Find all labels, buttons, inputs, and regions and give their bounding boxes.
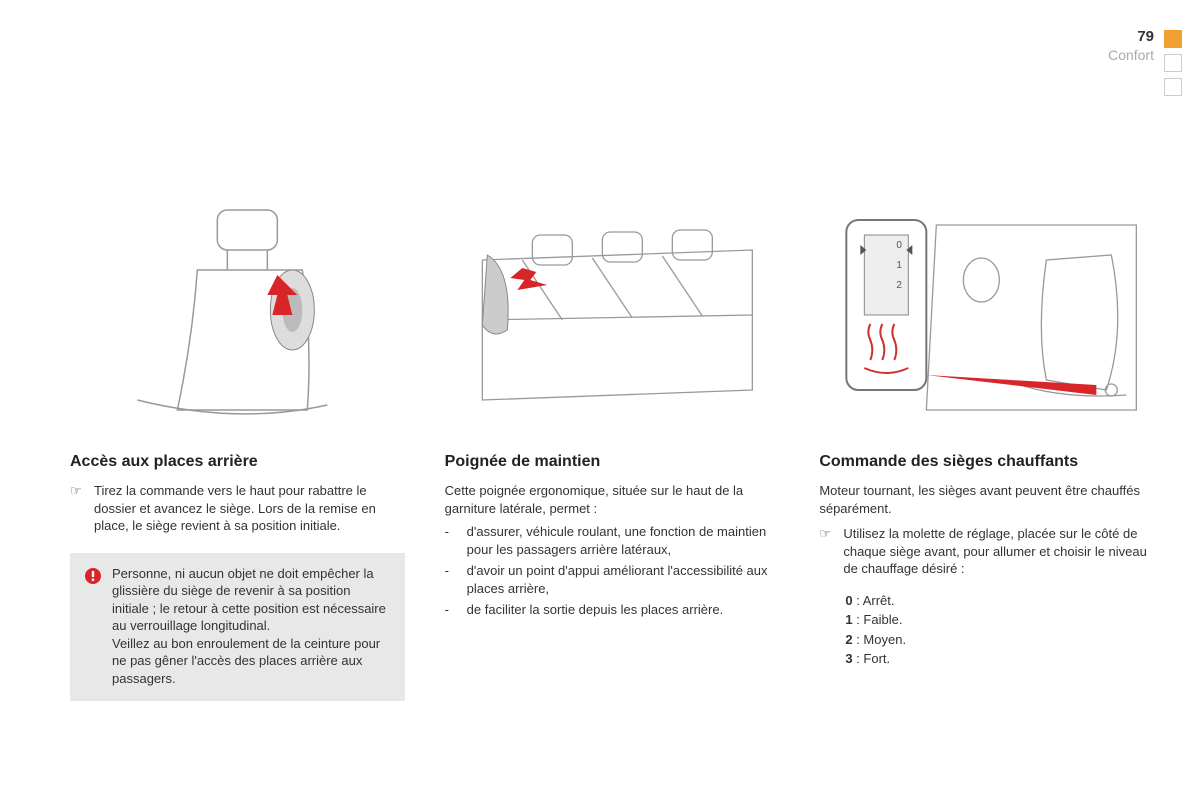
intro-grab-handle: Cette poignée ergonomique, située sur le… <box>445 482 780 517</box>
warning-box: Personne, ni aucun objet ne doit empêche… <box>70 553 405 702</box>
column-grab-handle: Poignée de maintien Cette poignée ergono… <box>445 200 780 701</box>
warning-text: Personne, ni aucun objet ne doit empêche… <box>112 565 391 688</box>
column-rear-access: Accès aux places arrière ☞ Tirez la comm… <box>70 200 405 701</box>
heading-rear-access: Accès aux places arrière <box>70 452 405 472</box>
intro-heated-seats: Moteur tournant, les sièges avant peuven… <box>819 482 1154 517</box>
column-heated-seats: 0 1 2 Commande <box>819 200 1154 701</box>
section-tabs <box>1164 30 1182 96</box>
bullets-grab-handle: d'assurer, véhicule roulant, une fonctio… <box>445 523 780 623</box>
warning-icon <box>84 567 102 590</box>
content-columns: Accès aux places arrière ☞ Tirez la comm… <box>70 200 1154 701</box>
section-label: Confort <box>1108 47 1154 63</box>
illustration-grab-handle <box>445 200 780 430</box>
heading-heated-seats: Commande des sièges chauffants <box>819 452 1154 472</box>
svg-text:0: 0 <box>897 240 903 251</box>
pointer-icon: ☞ <box>819 525 833 578</box>
illustration-heated-seat-dial: 0 1 2 <box>819 200 1154 430</box>
svg-text:1: 1 <box>897 260 903 271</box>
page-number: 79 <box>1108 28 1154 45</box>
tab-marker <box>1164 78 1182 96</box>
illustration-seat-lever <box>70 200 405 430</box>
heat-levels: 0 : Arrêt. 1 : Faible. 2 : Moyen. 3 : Fo… <box>819 592 1154 670</box>
tab-marker <box>1164 54 1182 72</box>
heading-grab-handle: Poignée de maintien <box>445 452 780 472</box>
pointer-icon: ☞ <box>70 482 84 535</box>
instruction-rear-access: ☞ Tirez la commande vers le haut pour ra… <box>70 482 405 535</box>
instruction-heated-seats: ☞ Utilisez la molette de réglage, placée… <box>819 525 1154 578</box>
tab-marker-active <box>1164 30 1182 48</box>
svg-text:2: 2 <box>897 280 903 291</box>
